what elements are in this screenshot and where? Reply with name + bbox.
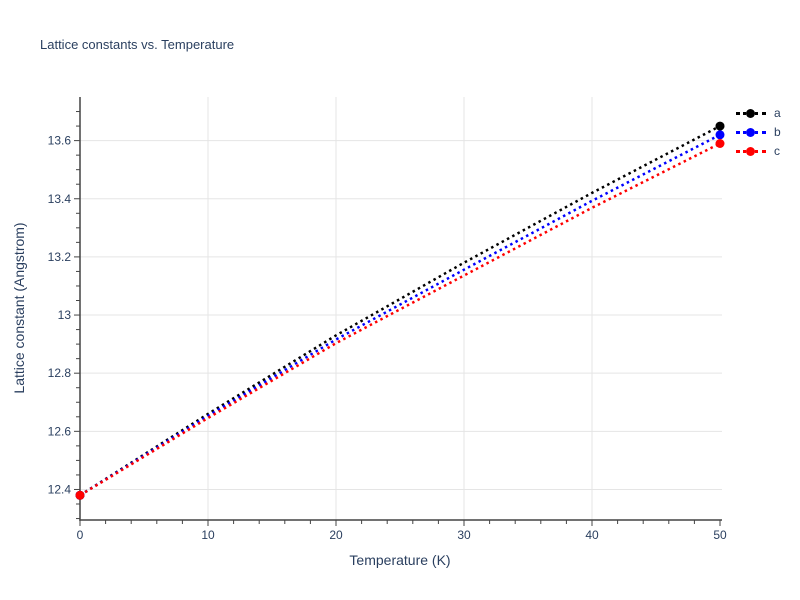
legend-line-sample-a — [736, 109, 766, 118]
legend-item-c[interactable]: c — [736, 142, 781, 161]
y-axis-label: Lattice constant (Angstrom) — [11, 222, 27, 394]
x-tick-label: 40 — [585, 528, 599, 542]
y-tick-label: 12.8 — [48, 366, 72, 380]
series-line-b[interactable] — [79, 133, 721, 497]
legend-marker-icon — [746, 109, 755, 118]
x-tick-label: 10 — [201, 528, 215, 542]
y-tick-label: 13.2 — [48, 250, 72, 264]
legend-item-a[interactable]: a — [736, 104, 781, 123]
legend-line-sample-c — [736, 147, 766, 156]
series-marker-c[interactable] — [75, 490, 85, 500]
y-tick-label: 13.4 — [48, 192, 72, 206]
legend-label: c — [774, 144, 780, 158]
series-marker-a[interactable] — [715, 121, 725, 131]
series-marker-b[interactable] — [715, 130, 725, 140]
legend-label: a — [774, 106, 781, 120]
legend-label: b — [774, 125, 781, 139]
legend-marker-icon — [746, 147, 755, 156]
chart-title: Lattice constants vs. Temperature — [40, 37, 235, 52]
series-line-c[interactable] — [79, 142, 721, 497]
series-line-a[interactable] — [79, 124, 721, 497]
x-axis-label: Temperature (K) — [349, 552, 451, 568]
x-tick-label: 20 — [329, 528, 343, 542]
y-tick-label: 13 — [58, 308, 72, 322]
x-tick-label: 0 — [77, 528, 84, 542]
x-tick-label: 30 — [457, 528, 471, 542]
y-tick-label: 12.6 — [48, 424, 72, 438]
series-marker-c[interactable] — [715, 139, 725, 148]
y-tick-label: 13.6 — [48, 134, 72, 148]
x-tick-label: 50 — [713, 528, 727, 542]
y-tick-label: 12.4 — [48, 482, 72, 496]
legend-line-sample-b — [736, 128, 766, 137]
legend: a b c — [736, 104, 781, 161]
legend-marker-icon — [746, 128, 755, 137]
legend-item-b[interactable]: b — [736, 123, 781, 142]
